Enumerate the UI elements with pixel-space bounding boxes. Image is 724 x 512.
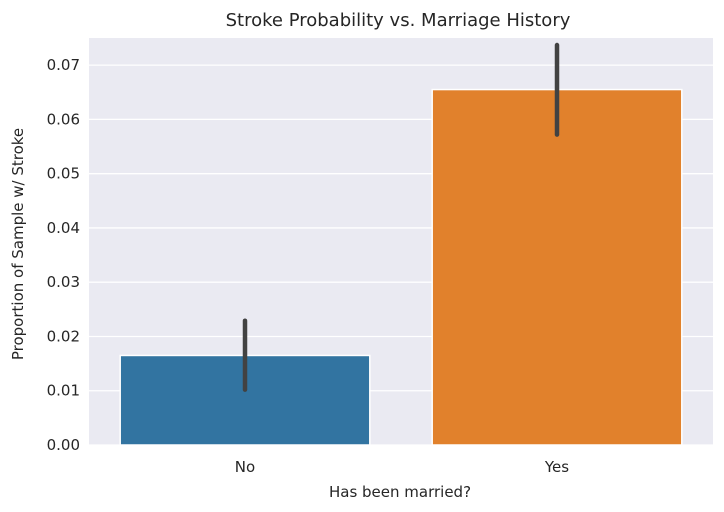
error-bars (242, 42, 560, 392)
x-axis-label: Has been married? (329, 483, 471, 501)
y-tick-label: 0.03 (47, 273, 80, 291)
chart-title: Stroke Probability vs. Marriage History (226, 10, 571, 31)
y-tick-label: 0.05 (47, 165, 80, 183)
y-tick-label: 0.00 (47, 436, 80, 454)
y-tick-labels: 0.00 0.01 0.02 0.03 0.04 0.05 0.06 0.07 (47, 56, 80, 454)
y-tick-label: 0.04 (47, 219, 80, 237)
y-tick-label: 0.02 (47, 327, 80, 345)
x-tick-labels: No Yes (235, 458, 569, 476)
bars (119, 88, 683, 446)
bar-yes (431, 88, 683, 446)
y-tick-label: 0.06 (47, 110, 80, 128)
y-tick-label: 0.07 (47, 56, 80, 74)
x-tick-label: No (235, 458, 255, 476)
x-tick-label: Yes (544, 458, 569, 476)
y-axis-label: Proportion of Sample w/ Stroke (9, 128, 27, 360)
y-tick-label: 0.01 (47, 382, 80, 400)
